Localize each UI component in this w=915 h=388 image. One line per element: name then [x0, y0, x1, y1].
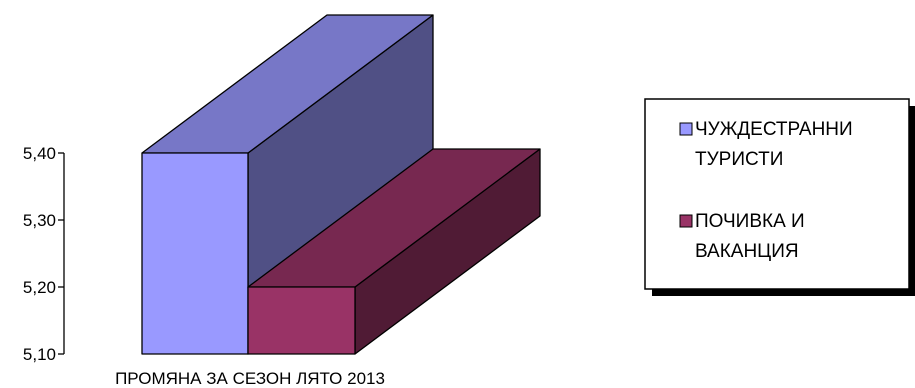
legend-label-foreign-tourists-line1: ЧУЖДЕСТРАННИ	[695, 119, 853, 140]
y-tick-label: 5,40	[23, 144, 56, 163]
y-axis	[58, 152, 65, 355]
bars-group	[141, 14, 541, 355]
bar-holiday-vacation	[247, 148, 541, 355]
legend-swatch-foreign-tourists	[679, 122, 693, 136]
bar-front-foreign-tourists	[141, 152, 249, 355]
y-tick-label: 5,20	[23, 278, 56, 297]
y-tick-label: 5,10	[23, 345, 56, 364]
y-tick-labels: 5,10 5,20 5,30 5,40	[23, 144, 56, 364]
legend: ЧУЖДЕСТРАННИ ТУРИСТИ ПОЧИВКА И ВАКАНЦИЯ	[644, 98, 915, 296]
legend-label-holiday-vacation-line1: ПОЧИВКА И	[695, 211, 805, 232]
y-tick-label: 5,30	[23, 211, 56, 230]
legend-label-holiday-vacation-line2: ВАКАНЦИЯ	[695, 241, 799, 262]
legend-swatch-holiday-vacation	[679, 214, 693, 228]
legend-label-foreign-tourists-line2: ТУРИСТИ	[695, 149, 783, 170]
category-label: ПРОМЯНА ЗА СЕЗОН ЛЯТО 2013	[115, 369, 385, 388]
bar-front-holiday-vacation	[247, 286, 356, 355]
